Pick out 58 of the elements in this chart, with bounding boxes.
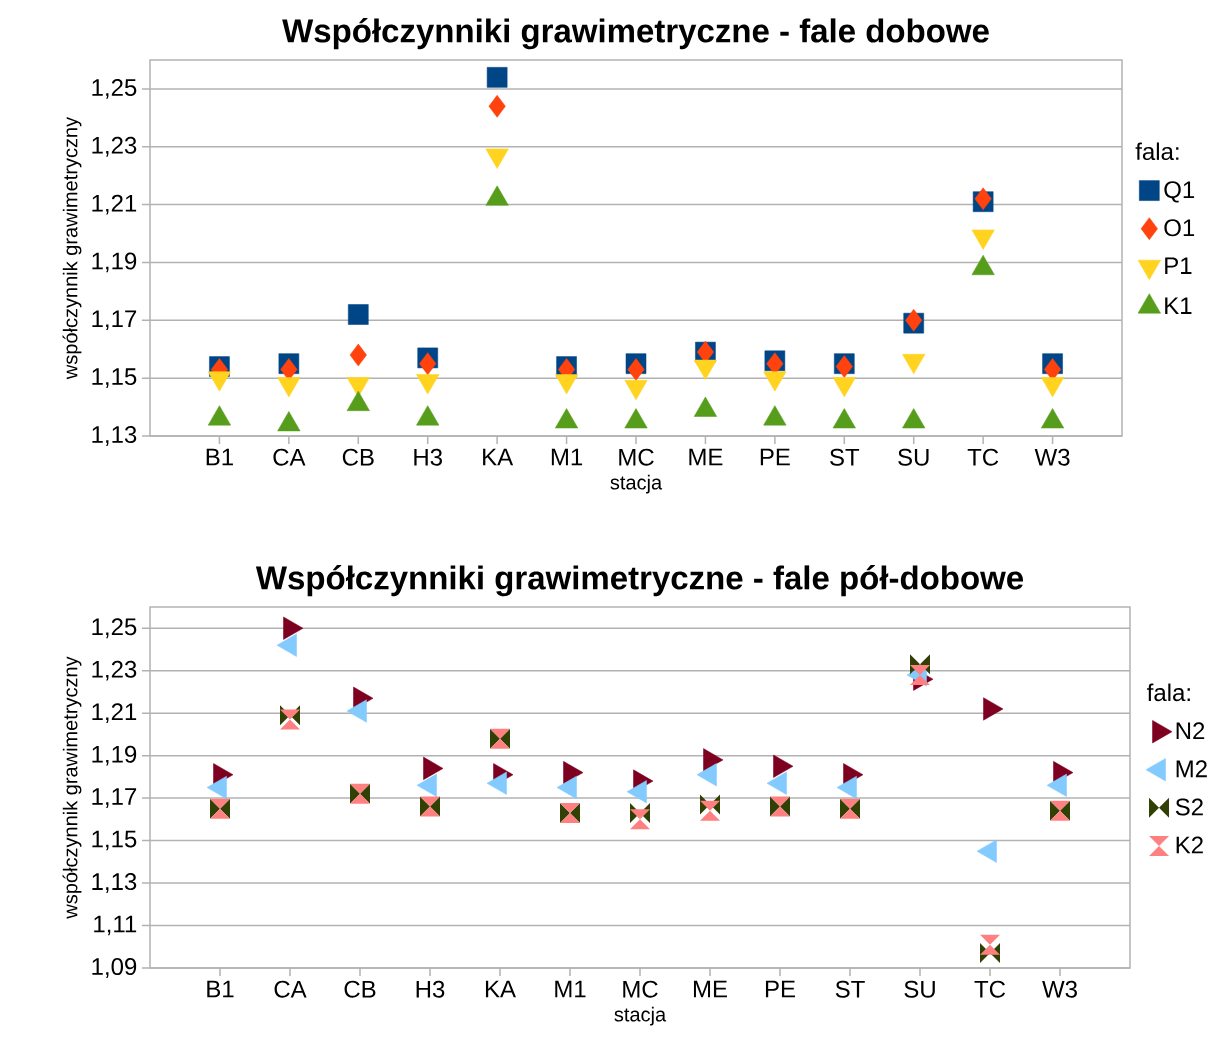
- x-tick-label: H3: [416, 980, 445, 998]
- x-tick-label: CA: [274, 980, 307, 998]
- x-tick-label: SU: [898, 448, 929, 466]
- y-tick-label: 1,21: [92, 194, 137, 215]
- x-tick-label: H3: [414, 448, 442, 466]
- y-tick-label: 1,15: [92, 368, 137, 388]
- legend-label: K1: [1165, 297, 1192, 314]
- y-tick-label: 1,17: [92, 310, 137, 331]
- y-axis-title: współczynnik grawimetryczny: [62, 656, 82, 919]
- x-tick-label: B1: [206, 448, 233, 466]
- y-tick-label: 1,23: [92, 136, 137, 157]
- y-tick-label: 1,17: [92, 788, 137, 808]
- y-tick-label: 1,13: [92, 426, 137, 446]
- x-axis-title: stacja: [610, 474, 663, 494]
- x-tick-label: KA: [485, 980, 516, 998]
- x-tick-label: MC: [619, 448, 654, 466]
- legend-label: M2: [1176, 760, 1207, 778]
- y-tick-label: 1,19: [92, 745, 137, 766]
- y-tick-label: 1,11: [94, 915, 137, 936]
- x-tick-label: ME: [689, 448, 723, 466]
- y-axis-title: współczynnik grawimetryczny: [62, 116, 82, 380]
- x-tick-label: TC: [967, 448, 999, 466]
- x-tick-label: W3: [1042, 980, 1077, 998]
- legend-label: Q1: [1164, 181, 1195, 203]
- x-tick-label: SU: [904, 980, 935, 998]
- legend-label: O1: [1164, 219, 1195, 237]
- x-tick-label: KA: [483, 448, 514, 466]
- x-tick-label: CB: [344, 980, 376, 998]
- y-tick-label: 1,13: [92, 873, 137, 893]
- x-tick-label: MC: [623, 980, 658, 998]
- legend-label: K2: [1176, 836, 1203, 854]
- y-tick-label: 1,09: [92, 958, 137, 978]
- legend-title: fala:: [1147, 683, 1190, 702]
- x-tick-label: W3: [1034, 448, 1070, 466]
- y-tick-label: 1,25: [92, 78, 137, 99]
- y-tick-label: 1,15: [92, 830, 137, 851]
- x-tick-label: CB: [342, 448, 374, 466]
- x-tick-label: CA: [273, 448, 306, 466]
- y-tick-label: 1,25: [92, 618, 137, 639]
- x-tick-label: TC: [974, 980, 1006, 998]
- x-tick-label: PE: [760, 448, 790, 466]
- y-tick-label: 1,21: [92, 703, 137, 724]
- y-tick-label: 1,23: [92, 660, 137, 681]
- x-axis-title: stacja: [614, 1006, 667, 1026]
- x-tick-label: B1: [207, 980, 234, 998]
- legend-label: S2: [1175, 798, 1203, 816]
- x-tick-label: ST: [830, 448, 860, 466]
- x-tick-label: PE: [765, 980, 795, 998]
- x-tick-label: ME: [693, 980, 727, 998]
- x-tick-label: ST: [835, 980, 865, 998]
- chart-title: Współczynniki grawimetryczne - fale dobowe: [282, 18, 989, 50]
- legend-title: fala:: [1135, 142, 1179, 161]
- legend-label: P1: [1165, 257, 1192, 274]
- chart-title: Współczynniki grawimetryczne - fale pół-dobowe: [255, 565, 1024, 597]
- y-tick-label: 1,19: [92, 252, 137, 273]
- legend-label: N2: [1176, 722, 1205, 740]
- x-tick-label: M1: [551, 448, 583, 466]
- x-tick-label: M1: [555, 980, 586, 998]
